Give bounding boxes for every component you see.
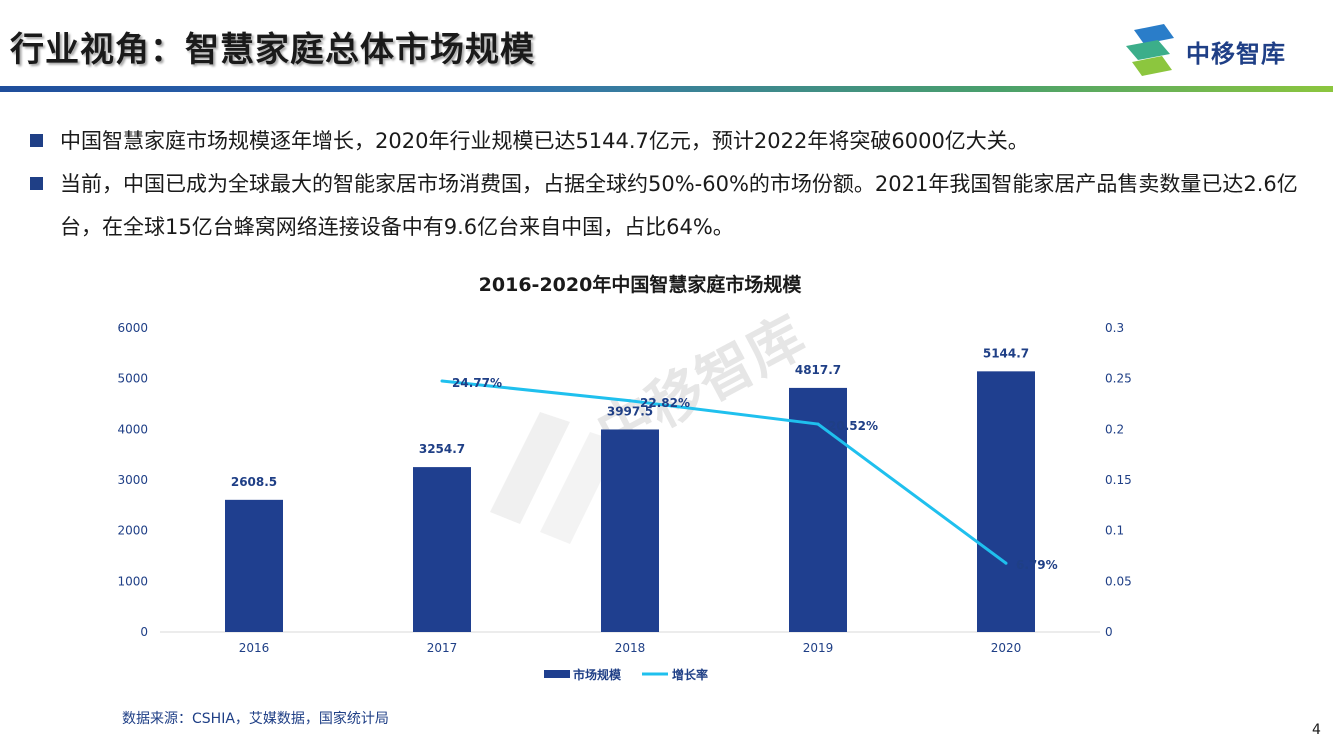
x-tick-label: 2016 — [239, 641, 270, 655]
line-point — [1004, 561, 1008, 565]
y2-tick-label: 0.25 — [1105, 372, 1132, 386]
x-tick-label: 2018 — [615, 641, 646, 655]
bar-value-label: 3254.7 — [419, 442, 465, 456]
bullet-item: 中国智慧家庭市场规模逐年增长，2020年行业规模已达5144.7亿元，预计202… — [30, 120, 1320, 163]
bar — [413, 467, 471, 632]
y2-tick-label: 0.1 — [1105, 524, 1124, 538]
y2-tick-label: 0.3 — [1105, 321, 1124, 335]
line-value-label: 20.52% — [828, 419, 878, 433]
bullet-square-icon — [30, 134, 43, 147]
bullet-text: 当前，中国已成为全球最大的智能家居市场消费国，占据全球约50%-60%的市场份额… — [60, 172, 1298, 239]
line-value-label: 22.82% — [640, 396, 690, 410]
bullet-list: 中国智慧家庭市场规模逐年增长，2020年行业规模已达5144.7亿元，预计202… — [30, 120, 1320, 249]
page-title: 行业视角：智慧家庭总体市场规模 — [10, 30, 535, 70]
bar — [977, 371, 1035, 632]
bar-value-label: 2608.5 — [231, 475, 277, 489]
data-source: 数据来源：CSHIA，艾媒数据，国家统计局 — [122, 711, 389, 727]
legend-bar-swatch — [544, 670, 570, 678]
bar-series — [225, 371, 1035, 632]
bar-value-label: 4817.7 — [795, 363, 841, 377]
logo-icon — [1126, 24, 1174, 76]
line-point — [440, 379, 444, 383]
bullet-square-icon — [30, 177, 43, 190]
growth-rate-line — [441, 379, 1007, 565]
title-divider — [0, 86, 1333, 92]
page-number: 4 — [1312, 722, 1321, 738]
y-tick-label: 5000 — [117, 372, 148, 386]
line-point — [816, 422, 820, 426]
bullet-item: 当前，中国已成为全球最大的智能家居市场消费国，占据全球约50%-60%的市场份额… — [30, 163, 1320, 249]
bar-value-label: 5144.7 — [983, 346, 1029, 360]
logo-text: 中移智库 — [1186, 40, 1286, 68]
brand-logo: 中移智库 — [1120, 20, 1310, 80]
line-value-label: 24.77% — [452, 376, 502, 390]
bar — [789, 387, 847, 632]
bar — [225, 499, 283, 632]
watermark-shape — [540, 432, 620, 544]
bar-value-label: 3997.5 — [607, 404, 653, 418]
legend-label: 增长率 — [672, 667, 708, 682]
chart-title: 2016-2020年中国智慧家庭市场规模 — [479, 273, 803, 296]
line-point — [628, 399, 632, 403]
y-tick-label: 0 — [140, 625, 148, 639]
x-tick-label: 2019 — [803, 641, 834, 655]
line-value-label: 6.79% — [1016, 558, 1058, 572]
y-tick-label: 4000 — [117, 422, 148, 436]
data-labels: 2608.5 3254.7 3997.5 4817.7 5144.7 24.77% 22.8… — [231, 346, 1058, 572]
y2-tick-label: 0.05 — [1105, 574, 1132, 588]
bar — [601, 429, 659, 632]
y-tick-label: 3000 — [117, 473, 148, 487]
line-series — [440, 379, 1008, 565]
y2-tick-label: 0.2 — [1105, 422, 1124, 436]
legend-label: 市场规模 — [573, 667, 622, 682]
market-size-chart: 2016-2020年中国智慧家庭市场规模 中移智库 01000200030004… — [117, 273, 1132, 682]
y-tick-label: 1000 — [117, 574, 148, 588]
x-tick-label: 2017 — [427, 641, 458, 655]
chart-legend: 市场规模 增长率 — [544, 667, 708, 682]
watermark-shape — [490, 412, 570, 524]
x-tick-label: 2020 — [991, 641, 1022, 655]
y-tick-label: 6000 — [117, 321, 148, 335]
y2-tick-label: 0 — [1105, 625, 1113, 639]
y2-tick-label: 0.15 — [1105, 473, 1132, 487]
bullet-text: 中国智慧家庭市场规模逐年增长，2020年行业规模已达5144.7亿元，预计202… — [60, 129, 1029, 153]
y-tick-label: 2000 — [117, 524, 148, 538]
